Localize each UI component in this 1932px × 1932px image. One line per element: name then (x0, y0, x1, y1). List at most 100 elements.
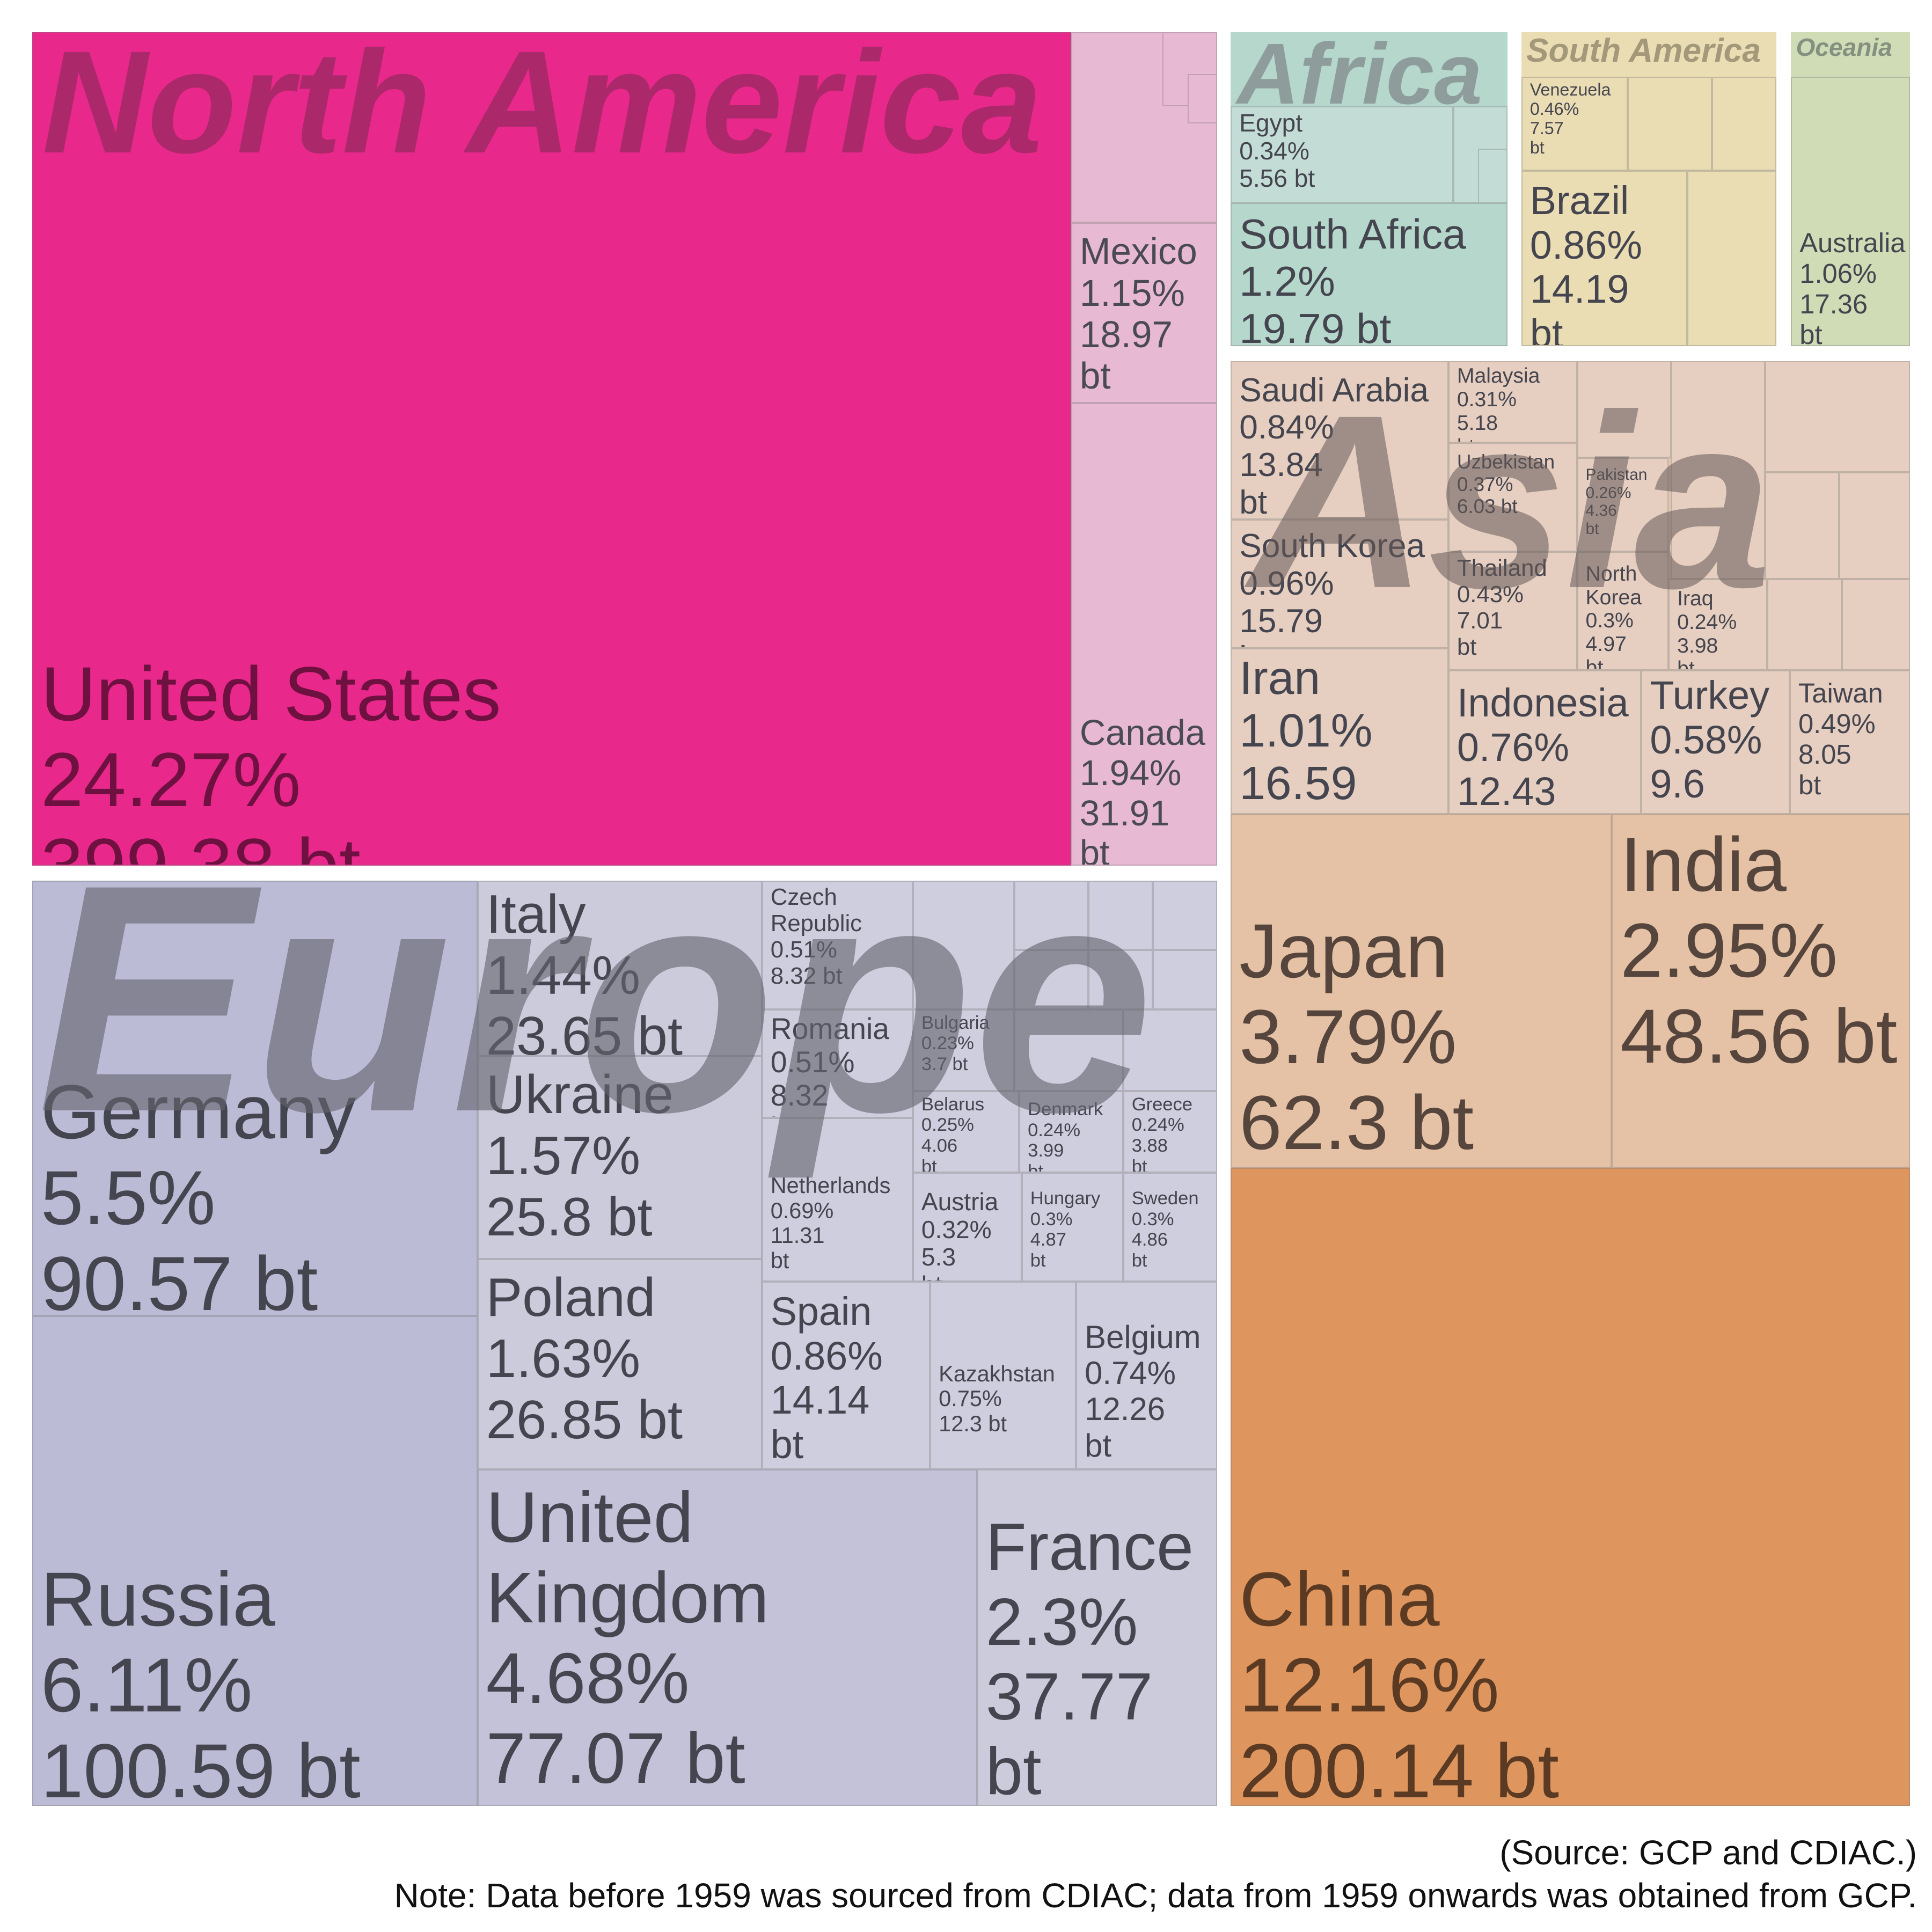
tile-label-poland: Poland 1.63% 26.85 bt (486, 1267, 683, 1450)
tile-small-country (1153, 950, 1217, 1009)
tile-uzbekistan: Uzbekistan 0.37% 6.03 bt (1448, 443, 1577, 552)
tile-czech-republic: Czech Republic 0.51% 8.32 bt (762, 880, 913, 1009)
tile-hungary: Hungary 0.3% 4.87 bt (1021, 1172, 1123, 1282)
tile-sweden: Sweden 0.3% 4.86 bt (1123, 1172, 1217, 1282)
tile-brazil: Brazil 0.86% 14.19 bt (1521, 171, 1687, 347)
tile-japan: Japan 3.79% 62.3 bt (1231, 814, 1612, 1168)
tile-romania: Romania 0.51% 8.32 bt (762, 1009, 913, 1118)
tile-label-united-states: United States 24.27% 399.38 bt (40, 651, 501, 866)
tile-label-greece: Greece 0.24% 3.88 bt (1131, 1094, 1193, 1173)
tile-label-spain: Spain 0.86% 14.14 bt (770, 1289, 883, 1467)
tile-label-south-korea: South Korea 0.96% 15.79 bt (1239, 528, 1425, 647)
tile-small-country (1153, 880, 1217, 950)
tile-poland: Poland 1.63% 26.85 bt (477, 1259, 762, 1470)
tile-small-country (1577, 361, 1671, 458)
tile-label-canada: Canada 1.94% 31.91 bt (1079, 713, 1205, 866)
tile-kazakhstan: Kazakhstan 0.75% 12.3 bt (930, 1281, 1077, 1470)
tile-united-kingdom: United Kingdom 4.68% 77.07 bt (477, 1469, 977, 1806)
tile-label-austria: Austria 0.32% 5.3 bt (921, 1187, 999, 1280)
tile-label-bulgaria: Bulgaria 0.23% 3.7 bt (921, 1012, 990, 1075)
tile-malaysia: Malaysia 0.31% 5.18 bt (1448, 361, 1577, 443)
tile-label-france: France 2.3% 37.77 bt (985, 1510, 1194, 1806)
tile-label-denmark: Denmark 0.24% 3.99 bt (1028, 1099, 1103, 1173)
tile-small-country (1088, 950, 1153, 1009)
tile-label-iraq: Iraq 0.24% 3.98 bt (1677, 587, 1737, 671)
tile-label-indonesia: Indonesia 0.76% 12.43 bt (1457, 680, 1629, 814)
tile-small-country (1478, 148, 1508, 203)
tile-united-states: United States 24.27% 399.38 bt (32, 32, 1071, 866)
tile-mexico: Mexico 1.15% 18.97 bt (1071, 222, 1217, 404)
tile-label-saudi-arabia: Saudi Arabia 0.84% 13.84 bt (1239, 371, 1429, 519)
tile-pakistan: Pakistan 0.26% 4.36 bt (1577, 457, 1669, 552)
tile-label-india: India 2.95% 48.56 bt (1620, 822, 1898, 1079)
tile-label-thailand: Thailand 0.43% 7.01 bt (1457, 554, 1547, 661)
tile-small-country (1014, 1009, 1123, 1091)
tile-taiwan: Taiwan 0.49% 8.05 bt (1789, 670, 1910, 814)
tile-label-czech-republic: Czech Republic 0.51% 8.32 bt (770, 883, 862, 990)
tile-italy: Italy 1.44% 23.65 bt (477, 880, 762, 1057)
tile-small-country (1839, 472, 1910, 579)
tile-label-pakistan: Pakistan 0.26% 4.36 bt (1585, 465, 1648, 538)
tile-small-country (1687, 171, 1776, 347)
tile-france: France 2.3% 37.77 bt (977, 1469, 1217, 1806)
tile-turkey: Turkey 0.58% 9.6 bt (1641, 670, 1790, 814)
tile-netherlands: Netherlands 0.69% 11.31 bt (762, 1118, 913, 1282)
tile-label-taiwan: Taiwan 0.49% 8.05 bt (1798, 678, 1883, 800)
tile-label-uzbekistan: Uzbekistan 0.37% 6.03 bt (1457, 451, 1555, 517)
tile-austria: Austria 0.32% 5.3 bt (912, 1172, 1022, 1282)
tile-small-country (1765, 361, 1910, 473)
tile-label-hungary: Hungary 0.3% 4.87 bt (1030, 1188, 1101, 1271)
tile-label-russia: Russia 6.11% 100.59 bt (40, 1556, 361, 1806)
tile-label-netherlands: Netherlands 0.69% 11.31 bt (770, 1173, 891, 1273)
tile-label-kazakhstan: Kazakhstan 0.75% 12.3 bt (939, 1360, 1055, 1436)
tile-label-romania: Romania 0.51% 8.32 bt (770, 1012, 889, 1117)
source-caption: (Source: GCP and CDIAC.) (1499, 1833, 1917, 1872)
tile-saudi-arabia: Saudi Arabia 0.84% 13.84 bt (1231, 361, 1448, 519)
note-caption: Note: Data before 1959 was sourced from … (394, 1876, 1917, 1915)
tile-label-italy: Italy 1.44% 23.65 bt (486, 883, 683, 1057)
tile-belgium: Belgium 0.74% 12.26 bt (1076, 1281, 1217, 1470)
tile-china: China 12.16% 200.14 bt (1231, 1167, 1910, 1806)
tile-canada: Canada 1.94% 31.91 bt (1071, 403, 1217, 866)
tile-thailand: Thailand 0.43% 7.01 bt (1448, 551, 1577, 671)
tile-label-south-africa: South Africa 1.2% 19.79 bt (1239, 210, 1466, 347)
tile-small-country (1088, 880, 1153, 950)
tile-small-country (1767, 579, 1842, 671)
tile-label-venezuela: Venezuela 0.46% 7.57 bt (1529, 79, 1611, 158)
tile-label-malaysia: Malaysia 0.31% 5.18 bt (1457, 364, 1540, 442)
tile-belarus: Belarus 0.25% 4.06 bt (912, 1091, 1020, 1173)
tile-small-country (1187, 74, 1217, 124)
tile-label-united-kingdom: United Kingdom 4.68% 77.07 bt (486, 1477, 770, 1799)
tile-north-korea: North Korea 0.3% 4.97 bt (1577, 551, 1669, 671)
tile-label-brazil: Brazil 0.86% 14.19 bt (1529, 178, 1642, 347)
tile-venezuela: Venezuela 0.46% 7.57 bt (1521, 76, 1628, 171)
tile-spain: Spain 0.86% 14.14 bt (762, 1281, 931, 1470)
tile-small-country (1711, 76, 1776, 171)
tile-small-country (912, 880, 1014, 1009)
tile-label-belarus: Belarus 0.25% 4.06 bt (921, 1094, 985, 1173)
tile-label-egypt: Egypt 0.34% 5.56 bt (1239, 109, 1315, 193)
tile-iran: Iran 1.01% 16.59 bt (1231, 648, 1448, 814)
tile-south-africa: South Africa 1.2% 19.79 bt (1231, 202, 1508, 347)
tile-label-north-korea: North Korea 0.3% 4.97 bt (1585, 562, 1642, 671)
tile-indonesia: Indonesia 0.76% 12.43 bt (1448, 670, 1642, 814)
tile-small-country (1671, 361, 1765, 579)
tile-egypt: Egypt 0.34% 5.56 bt (1231, 106, 1454, 203)
tile-denmark: Denmark 0.24% 3.99 bt (1019, 1091, 1123, 1173)
tile-label-germany: Germany 5.5% 90.57 bt (40, 1069, 356, 1316)
tile-australia: Australia 1.06% 17.36 bt (1791, 76, 1910, 347)
tile-label-australia: Australia 1.06% 17.36 bt (1799, 228, 1906, 347)
tile-germany: Germany 5.5% 90.57 bt (32, 880, 478, 1316)
tile-label-belgium: Belgium 0.74% 12.26 bt (1085, 1319, 1201, 1463)
tile-small-country (1765, 472, 1840, 579)
tile-label-sweden: Sweden 0.3% 4.86 bt (1131, 1188, 1199, 1271)
tile-label-iran: Iran 1.01% 16.59 bt (1239, 651, 1373, 813)
tile-small-country (1628, 76, 1712, 171)
tile-label-ukraine: Ukraine 1.57% 25.8 bt (486, 1064, 674, 1247)
tile-label-mexico: Mexico 1.15% 18.97 bt (1079, 230, 1197, 397)
tile-india: India 2.95% 48.56 bt (1612, 814, 1910, 1168)
tile-small-country (1123, 1009, 1217, 1091)
tile-greece: Greece 0.24% 3.88 bt (1123, 1091, 1217, 1173)
tile-small-country (1014, 880, 1089, 950)
